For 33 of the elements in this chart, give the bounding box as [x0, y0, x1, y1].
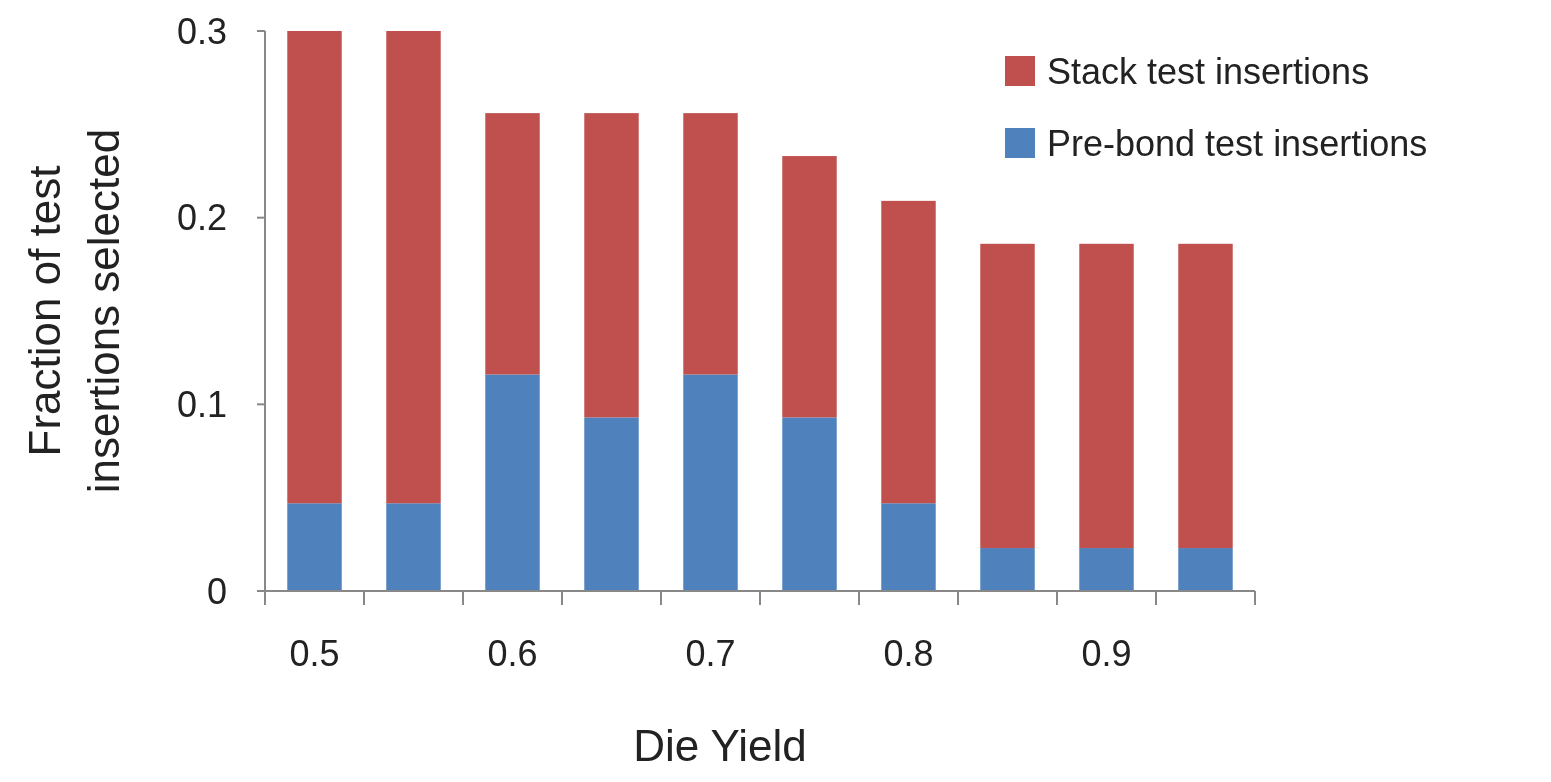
- x-tick-label: 0.6: [487, 633, 538, 674]
- y-tick-label: 0.2: [176, 197, 227, 239]
- x-tick-label: 0.7: [685, 633, 736, 674]
- bar: [386, 31, 441, 504]
- bar: [1178, 548, 1233, 591]
- bar: [485, 113, 540, 375]
- legend-label: Pre-bond test insertions: [1047, 122, 1428, 164]
- bar: [584, 113, 639, 418]
- bar: [881, 503, 936, 591]
- y-tick-label: 0.3: [176, 10, 227, 52]
- bar: [584, 417, 639, 591]
- x-tick-label: 0.5: [289, 633, 340, 674]
- bar: [287, 31, 342, 504]
- x-tick-label: 0.8: [883, 633, 934, 674]
- bar: [683, 113, 738, 375]
- bar: [980, 548, 1035, 591]
- bar: [980, 243, 1035, 549]
- bar: [1079, 243, 1134, 549]
- y-axis-title: Fraction of test insertions selected: [20, 128, 129, 494]
- bar: [485, 374, 540, 591]
- bar: [881, 200, 936, 504]
- bar: [1178, 243, 1233, 549]
- bar: [1079, 548, 1134, 591]
- bar: [386, 503, 441, 591]
- bar: [782, 417, 837, 591]
- x-axis-title: Die Yield: [633, 721, 807, 770]
- bar: [782, 156, 837, 418]
- bar: [683, 374, 738, 591]
- bar: [287, 503, 342, 591]
- x-tick-label: 0.9: [1081, 633, 1132, 674]
- y-tick-label: 0.1: [176, 383, 227, 425]
- legend-label: Stack test insertions: [1047, 50, 1370, 92]
- y-tick-label: 0: [206, 570, 227, 612]
